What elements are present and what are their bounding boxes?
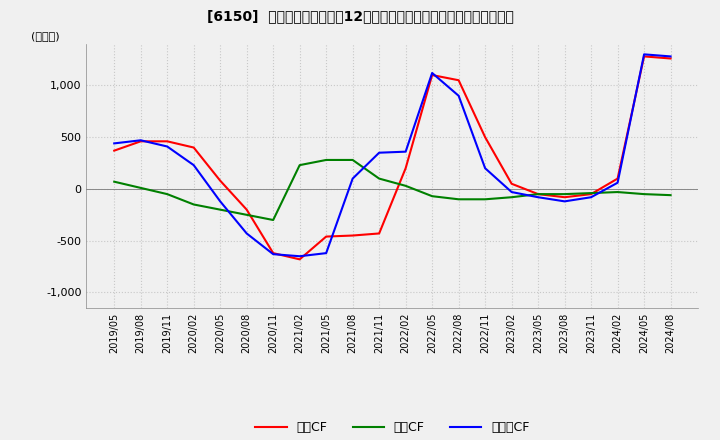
- 営業CF: [375, 231, 384, 236]
- 営業CF: [269, 250, 277, 256]
- 営業CF: [348, 233, 357, 238]
- 営業CF: [243, 207, 251, 212]
- 投資CF: [613, 189, 622, 194]
- 投資CF: [666, 193, 675, 198]
- 営業CF: [401, 165, 410, 171]
- Line: 投資CF: 投資CF: [114, 160, 670, 220]
- フリーCF: [613, 180, 622, 185]
- 投資CF: [534, 191, 542, 197]
- Line: 営業CF: 営業CF: [114, 56, 670, 259]
- フリーCF: [534, 194, 542, 200]
- フリーCF: [401, 149, 410, 154]
- フリーCF: [243, 231, 251, 236]
- 投資CF: [295, 162, 304, 168]
- 投資CF: [375, 176, 384, 181]
- フリーCF: [375, 150, 384, 155]
- 営業CF: [666, 56, 675, 61]
- 営業CF: [295, 257, 304, 262]
- フリーCF: [348, 176, 357, 181]
- フリーCF: [560, 199, 569, 204]
- フリーCF: [216, 199, 225, 204]
- 投資CF: [243, 212, 251, 217]
- フリーCF: [163, 144, 171, 149]
- 営業CF: [640, 54, 649, 59]
- 投資CF: [322, 158, 330, 163]
- 営業CF: [454, 77, 463, 83]
- フリーCF: [587, 194, 595, 200]
- 投資CF: [216, 207, 225, 212]
- Line: フリーCF: フリーCF: [114, 55, 670, 256]
- フリーCF: [508, 189, 516, 194]
- 投資CF: [640, 191, 649, 197]
- 営業CF: [560, 194, 569, 200]
- フリーCF: [666, 54, 675, 59]
- 投資CF: [587, 191, 595, 196]
- 営業CF: [428, 73, 436, 78]
- 営業CF: [136, 139, 145, 144]
- 営業CF: [534, 191, 542, 197]
- フリーCF: [136, 138, 145, 143]
- 投資CF: [401, 183, 410, 188]
- フリーCF: [322, 250, 330, 256]
- フリーCF: [481, 165, 490, 171]
- 投資CF: [136, 185, 145, 191]
- Legend: 営業CF, 投資CF, フリーCF: 営業CF, 投資CF, フリーCF: [251, 416, 534, 439]
- フリーCF: [189, 162, 198, 168]
- フリーCF: [428, 70, 436, 76]
- 営業CF: [189, 145, 198, 150]
- 営業CF: [216, 178, 225, 183]
- 投資CF: [454, 197, 463, 202]
- 投資CF: [348, 158, 357, 163]
- 投資CF: [481, 197, 490, 202]
- 営業CF: [481, 135, 490, 140]
- 営業CF: [322, 234, 330, 239]
- フリーCF: [640, 52, 649, 57]
- フリーCF: [454, 93, 463, 99]
- 投資CF: [163, 191, 171, 197]
- 営業CF: [110, 148, 119, 153]
- 営業CF: [613, 176, 622, 181]
- 投資CF: [428, 194, 436, 199]
- フリーCF: [295, 253, 304, 259]
- 営業CF: [508, 181, 516, 187]
- Text: [6150]  キャッシュフローの12か月移動合計の対前年同期増減額の推移: [6150] キャッシュフローの12か月移動合計の対前年同期増減額の推移: [207, 9, 513, 23]
- 投資CF: [189, 202, 198, 207]
- 投資CF: [560, 191, 569, 197]
- 投資CF: [508, 194, 516, 200]
- Text: (百万円): (百万円): [31, 31, 60, 41]
- 投資CF: [269, 217, 277, 223]
- 営業CF: [163, 139, 171, 144]
- フリーCF: [269, 252, 277, 257]
- 営業CF: [587, 191, 595, 197]
- 投資CF: [110, 179, 119, 184]
- フリーCF: [110, 141, 119, 146]
